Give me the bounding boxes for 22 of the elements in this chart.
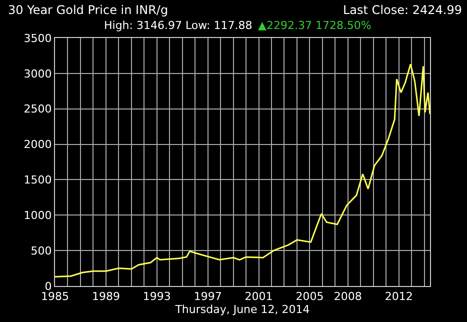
text: ▲2292.37 1728.50% [258,19,372,32]
y-tick-label: 0 [44,280,52,293]
x-tick-label: 1985 [41,290,69,304]
y-tick-label: 2500 [24,102,52,116]
y-tick-label: 1500 [24,174,52,187]
x-tick-label: 2008 [334,290,362,304]
line-series [55,63,430,278]
x-tick-label: 2001 [244,290,273,304]
y-tick-label: 2000 [24,138,52,152]
x-tick-label: 1997 [194,290,222,304]
x-axis-title: Thursday, June 12, 2014 [174,303,310,316]
y-tick-label: 1000 [24,208,52,222]
x-tick-label: 1989 [92,290,120,304]
y-tick-label: 3000 [24,67,52,80]
text: Last Close: 2424.99 [343,3,462,17]
x-tick-label: 2012 [384,290,413,304]
chart-subtitle: High: 3146.97 Low: 117.88 [104,19,252,32]
chart-title: 30 Year Gold Price in INR/g [8,3,168,17]
x-tick-label: 1993 [142,290,171,304]
y-tick-label: 500 [30,244,52,258]
y-tick-label: 3500 [24,32,52,45]
x-tick-label: 2005 [296,290,324,304]
